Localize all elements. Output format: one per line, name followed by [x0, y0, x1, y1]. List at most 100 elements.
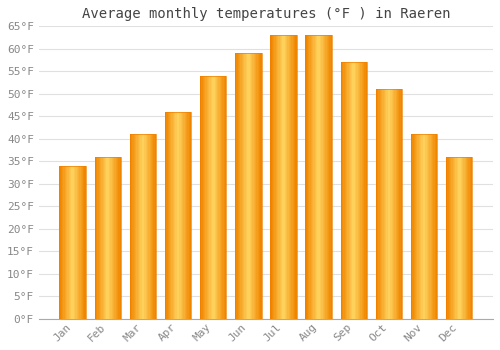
Bar: [220, 76, 221, 319]
Bar: [284, 35, 285, 319]
Bar: [246, 53, 247, 319]
Bar: [324, 35, 325, 319]
Bar: [388, 89, 389, 319]
Bar: [386, 89, 388, 319]
Bar: [130, 134, 131, 319]
Bar: [260, 53, 262, 319]
Bar: [418, 134, 419, 319]
Bar: [396, 89, 397, 319]
Bar: [98, 157, 100, 319]
Bar: [289, 35, 290, 319]
Bar: [118, 157, 120, 319]
Bar: [134, 134, 135, 319]
Bar: [105, 157, 106, 319]
Bar: [411, 134, 412, 319]
Bar: [101, 157, 102, 319]
Bar: [330, 35, 332, 319]
Bar: [434, 134, 436, 319]
Bar: [450, 157, 452, 319]
Bar: [415, 134, 416, 319]
Bar: [381, 89, 382, 319]
Bar: [322, 35, 324, 319]
Bar: [62, 166, 64, 319]
Bar: [252, 53, 254, 319]
Bar: [318, 35, 320, 319]
Bar: [208, 76, 210, 319]
Bar: [68, 166, 70, 319]
Bar: [251, 53, 252, 319]
Bar: [240, 53, 242, 319]
Bar: [394, 89, 396, 319]
Bar: [214, 76, 216, 319]
Bar: [216, 76, 217, 319]
Bar: [355, 62, 356, 319]
Bar: [314, 35, 316, 319]
Bar: [362, 62, 363, 319]
Bar: [72, 166, 74, 319]
Bar: [96, 157, 97, 319]
Bar: [221, 76, 222, 319]
Bar: [285, 35, 286, 319]
Bar: [392, 89, 393, 319]
Bar: [376, 89, 402, 319]
Bar: [166, 112, 168, 319]
Bar: [104, 157, 105, 319]
Bar: [432, 134, 434, 319]
Bar: [390, 89, 392, 319]
Bar: [380, 89, 381, 319]
Bar: [108, 157, 109, 319]
Bar: [376, 89, 377, 319]
Bar: [448, 157, 450, 319]
Bar: [256, 53, 258, 319]
Title: Average monthly temperatures (°F ) in Raeren: Average monthly temperatures (°F ) in Ra…: [82, 7, 450, 21]
Bar: [255, 53, 256, 319]
Bar: [224, 76, 225, 319]
Bar: [384, 89, 385, 319]
Bar: [114, 157, 116, 319]
Bar: [64, 166, 66, 319]
Bar: [288, 35, 289, 319]
Bar: [132, 134, 134, 319]
Bar: [430, 134, 432, 319]
Bar: [130, 134, 156, 319]
Bar: [235, 53, 236, 319]
Bar: [148, 134, 150, 319]
Bar: [466, 157, 467, 319]
Bar: [412, 134, 414, 319]
Bar: [222, 76, 224, 319]
Bar: [411, 134, 438, 319]
Bar: [340, 62, 367, 319]
Bar: [83, 166, 84, 319]
Bar: [147, 134, 148, 319]
Bar: [200, 76, 226, 319]
Bar: [274, 35, 276, 319]
Bar: [467, 157, 468, 319]
Bar: [446, 157, 472, 319]
Bar: [61, 166, 62, 319]
Bar: [210, 76, 212, 319]
Bar: [352, 62, 354, 319]
Bar: [320, 35, 322, 319]
Bar: [471, 157, 472, 319]
Bar: [112, 157, 113, 319]
Bar: [347, 62, 348, 319]
Bar: [270, 35, 272, 319]
Bar: [308, 35, 310, 319]
Bar: [136, 134, 138, 319]
Bar: [202, 76, 204, 319]
Bar: [359, 62, 360, 319]
Bar: [66, 166, 68, 319]
Bar: [84, 166, 86, 319]
Bar: [113, 157, 114, 319]
Bar: [277, 35, 278, 319]
Bar: [190, 112, 191, 319]
Bar: [342, 62, 343, 319]
Bar: [212, 76, 213, 319]
Bar: [180, 112, 182, 319]
Bar: [366, 62, 367, 319]
Bar: [292, 35, 294, 319]
Bar: [420, 134, 422, 319]
Bar: [238, 53, 239, 319]
Bar: [456, 157, 458, 319]
Bar: [138, 134, 139, 319]
